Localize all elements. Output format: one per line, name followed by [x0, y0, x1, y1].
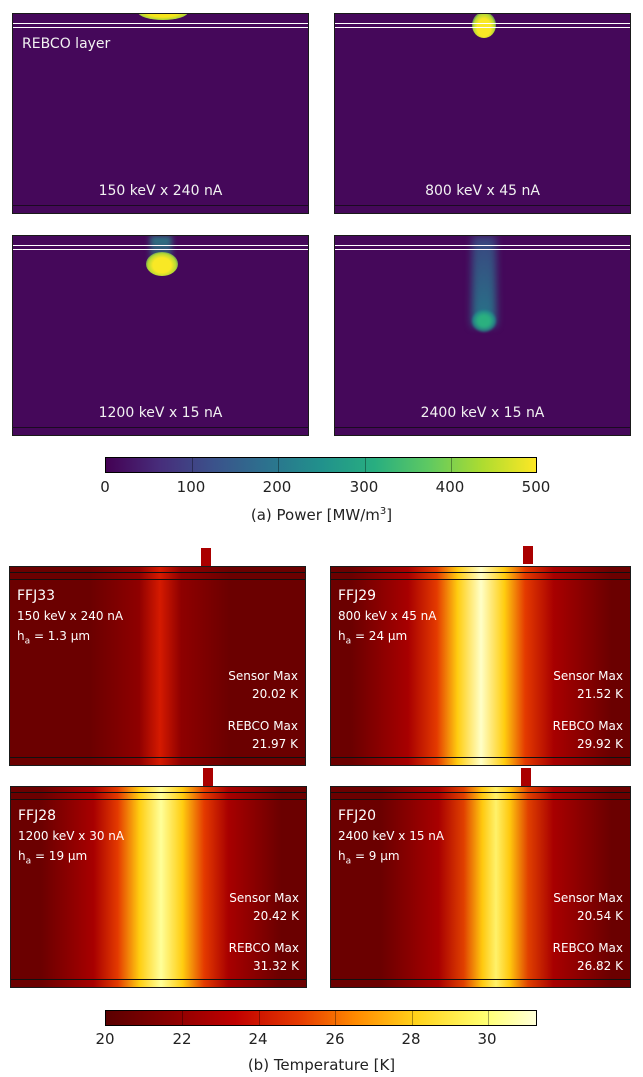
substrate-line	[13, 205, 308, 206]
substrate-line	[335, 205, 630, 206]
layer-line	[335, 245, 630, 246]
ha-value: ha = 1.3 µm	[17, 629, 91, 647]
temperature-panel-ffj28: FFJ28 1200 keV x 30 nA ha = 19 µm Sensor…	[10, 786, 307, 988]
temperature-panel-ffj33: FFJ33 150 keV x 240 nA ha = 1.3 µm Senso…	[9, 566, 306, 766]
sensor-max: Sensor Max 20.54 K	[553, 891, 623, 923]
temperature-colorbar-tick: 22	[172, 1030, 192, 1048]
power-colorbar-tick: 500	[521, 478, 551, 496]
temperature-colorbar-tick: 20	[95, 1030, 115, 1048]
power-panel-caption: 2400 keV x 15 nA	[420, 405, 545, 421]
layer-line	[13, 23, 308, 24]
ha-value: ha = 19 µm	[18, 849, 88, 867]
temperature-colorbar-tick: 24	[248, 1030, 268, 1048]
layer-line	[13, 249, 308, 250]
sensor-tab	[521, 768, 531, 786]
sensor-max: Sensor Max 21.52 K	[553, 669, 623, 701]
temperature-colorbar-tick: 26	[325, 1030, 345, 1048]
power-panel-4: 2400 keV x 15 nA	[334, 235, 631, 436]
power-colorbar-tick: 0	[100, 478, 110, 496]
power-deposition-spot	[472, 310, 496, 332]
beam-condition: 800 keV x 45 nA	[338, 609, 437, 623]
power-panel-caption: 800 keV x 45 nA	[425, 183, 540, 199]
layer-line	[335, 23, 630, 24]
power-panel-3: 1200 keV x 15 nA	[12, 235, 309, 436]
power-colorbar-tick: 400	[435, 478, 465, 496]
power-colorbar-tick: 100	[176, 478, 206, 496]
layer-line	[13, 27, 308, 28]
power-deposition-spot	[138, 14, 188, 20]
power-panel-1: REBCO layer 150 keV x 240 nA	[12, 13, 309, 214]
sample-id: FFJ20	[338, 808, 377, 824]
substrate-line	[13, 427, 308, 428]
temperature-panel-ffj29: FFJ29 800 keV x 45 nA ha = 24 µm Sensor …	[330, 566, 631, 766]
power-panel-caption: 1200 keV x 15 nA	[98, 405, 223, 421]
substrate-line	[335, 427, 630, 428]
ha-value: ha = 9 µm	[338, 849, 400, 867]
rebco-max: REBCO Max 21.97 K	[227, 719, 298, 751]
rebco-layer-label: REBCO layer	[22, 36, 111, 52]
sample-info: FFJ29 800 keV x 45 nA ha = 24 µm	[338, 586, 436, 651]
layer-line	[335, 249, 630, 250]
sample-info: FFJ33 150 keV x 240 nA ha = 1.3 µm	[17, 586, 123, 651]
sample-id: FFJ33	[17, 588, 56, 604]
rebco-max: REBCO Max 31.32 K	[228, 941, 299, 973]
sample-id: FFJ28	[18, 808, 57, 824]
power-colorbar	[105, 457, 537, 473]
sample-id: FFJ29	[338, 588, 377, 604]
beam-condition: 1200 keV x 30 nA	[18, 829, 125, 843]
heat-stripe	[381, 787, 611, 987]
power-panel-2: 800 keV x 45 nA	[334, 13, 631, 214]
power-colorbar-tick: 200	[262, 478, 292, 496]
heat-stripe	[351, 567, 611, 765]
sample-info: FFJ20 2400 keV x 15 nA ha = 9 µm	[338, 806, 444, 871]
beam-condition: 2400 keV x 15 nA	[338, 829, 445, 843]
temperature-colorbar-tick: 28	[401, 1030, 421, 1048]
temperature-colorbar-label: (b) Temperature [K]	[247, 1056, 396, 1074]
layer-line	[335, 27, 630, 28]
layer-line	[13, 245, 308, 246]
sensor-tab	[203, 768, 213, 786]
power-colorbar-tick: 300	[349, 478, 379, 496]
power-deposition-spot	[146, 252, 178, 276]
sensor-tab	[201, 548, 211, 566]
sensor-max: Sensor Max 20.42 K	[229, 891, 299, 923]
ha-value: ha = 24 µm	[338, 629, 408, 647]
beam-condition: 150 keV x 240 nA	[17, 609, 124, 623]
heat-stripe	[41, 787, 281, 987]
heat-stripe	[90, 567, 230, 765]
temperature-panel-ffj20: FFJ20 2400 keV x 15 nA ha = 9 µm Sensor …	[330, 786, 631, 988]
rebco-max: REBCO Max 29.92 K	[552, 719, 623, 751]
sensor-tab	[523, 546, 533, 564]
sample-info: FFJ28 1200 keV x 30 nA ha = 19 µm	[18, 806, 124, 871]
temperature-colorbar	[105, 1010, 537, 1026]
power-colorbar-label: (a) Power [MW/m3]	[250, 506, 393, 524]
temperature-colorbar-tick: 30	[477, 1030, 497, 1048]
sensor-max: Sensor Max 20.02 K	[228, 669, 298, 701]
power-panel-caption: 150 keV x 240 nA	[98, 183, 223, 199]
rebco-max: REBCO Max 26.82 K	[552, 941, 623, 973]
power-deposition-spot	[472, 14, 496, 38]
